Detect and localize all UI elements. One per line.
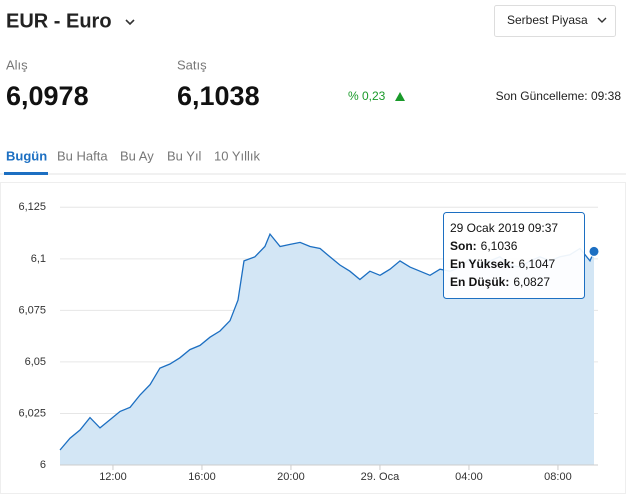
buy-value: 6,0978 [6,81,89,111]
sell-value: 6,1038 [177,81,260,111]
tab[interactable]: Bu Ay [120,148,154,163]
x-tick-label: 04:00 [455,471,483,483]
chart: 6 6,025 6,05 6,075 6,1 6,125 12:00 16:00 20:00 29… [18,201,600,483]
y-tick-label: 6,05 [25,356,46,368]
tooltip-label: En Düşük: [450,275,509,289]
tab[interactable]: Bu Hafta [57,148,108,163]
tab-underline [4,172,48,175]
tooltip-label: Son: [450,239,477,253]
x-tick-label: 20:00 [277,471,305,483]
tooltip-box [443,212,585,299]
change: % 0,23 [348,89,386,103]
tab[interactable]: 10 Yıllık [214,148,261,163]
x-tick-label: 16:00 [188,471,216,483]
tooltip-label: En Yüksek: [450,257,514,271]
y-tick-label: 6,025 [18,407,46,419]
last-point [588,245,600,257]
buy-label: Alış [6,57,28,72]
tooltip-date: 29 Ocak 2019 09:37 [450,221,558,235]
tab[interactable]: Bugün [6,148,47,163]
updated: Son Güncelleme: 09:38 [496,89,622,103]
up-arrow [395,92,405,101]
x-tick-label: 08:00 [544,471,572,483]
x-tick-label: 29. Oca [361,471,400,483]
select-caret [597,17,607,23]
sell-label: Satış [177,57,207,72]
market-select[interactable] [494,5,616,37]
tab[interactable]: Bu Yıl [167,148,202,163]
tooltip-value: 6,1036 [481,239,518,253]
market-select-label: Serbest Piyasa [507,13,588,27]
y-tick-label: 6,1 [31,253,46,265]
y-tick-label: 6,075 [18,304,46,316]
tooltip-value: 6,0827 [513,275,550,289]
tooltip-value: 6,1047 [518,257,555,271]
y-tick-label: 6 [40,459,46,471]
title-caret[interactable] [125,19,135,26]
x-tick-label: 12:00 [99,471,127,483]
title: EUR - Euro [6,10,112,32]
y-tick-label: 6,125 [18,201,46,213]
tabs: Bugün Bu Hafta Bu Ay Bu Yıl 10 Yıllık [4,148,261,175]
